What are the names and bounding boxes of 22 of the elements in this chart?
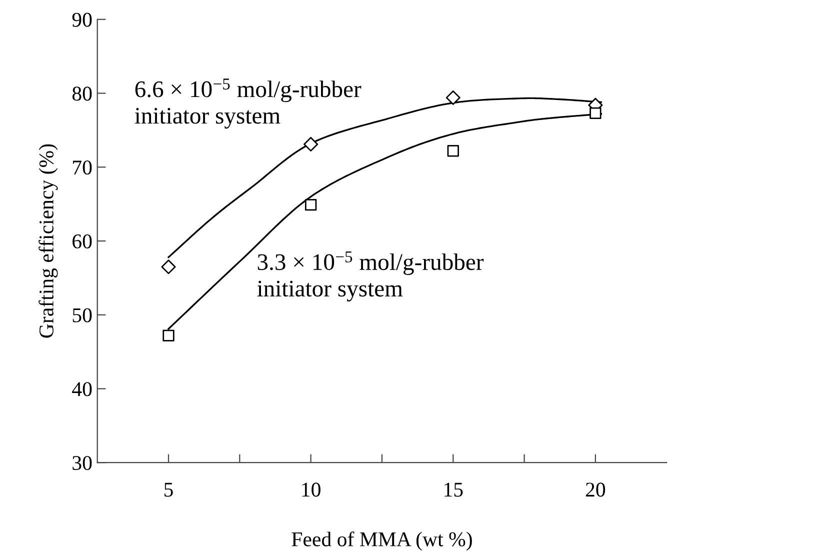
x-axis-title: Feed of MMA (wt %)	[292, 531, 472, 551]
y-axis-title: Grafting efficiency (%)	[38, 144, 58, 338]
point	[447, 145, 459, 157]
annotation: 3.3 × 10$^{−5}$ mol/g-rubber initiator system	[257, 251, 484, 302]
point	[304, 198, 317, 211]
y-tick-label: 40	[72, 382, 92, 396]
y-tick-label: 60	[72, 234, 92, 248]
x-tick-label: 5	[164, 482, 173, 497]
point	[161, 260, 176, 274]
point	[162, 330, 174, 342]
point	[590, 107, 602, 120]
x-tick-label: 10	[302, 482, 320, 497]
point	[446, 90, 460, 105]
y-tick-label: 50	[72, 308, 92, 322]
annotation: 6.6 × 10$^{−5}$ mol/g-rubber initiator system	[134, 78, 362, 129]
x-tick-label: 15	[444, 482, 463, 497]
x-tick-label: 20	[586, 482, 606, 497]
y-tick-label: 70	[73, 160, 92, 175]
y-tick-label: 90	[72, 12, 92, 27]
y-tick-label: 80	[72, 86, 92, 101]
y-tick-label: 30	[72, 456, 92, 470]
point	[304, 136, 318, 152]
